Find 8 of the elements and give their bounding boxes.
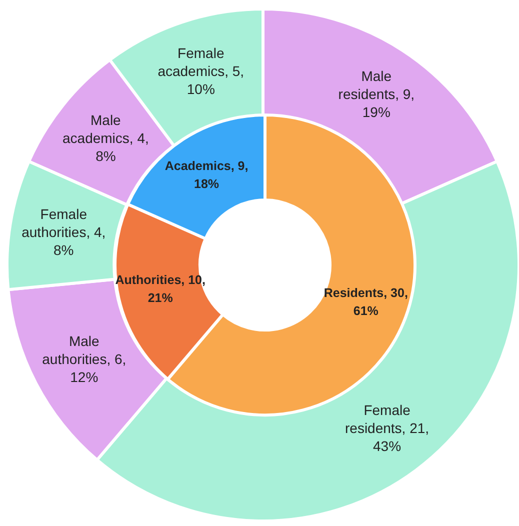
slice-label: Female residents, 21, 43%	[345, 401, 430, 456]
slice-label: Female authorities, 4, 8%	[22, 205, 106, 260]
slice-label: Male residents, 9, 19%	[338, 67, 415, 122]
slice-label: Male academics, 4, 8%	[62, 110, 149, 165]
slice-label: Female academics, 5, 10%	[158, 44, 244, 98]
slice-label: Residents, 30, 61%	[324, 285, 408, 320]
slice-label: Academics, 9, 18%	[164, 158, 248, 193]
slice-label: Male authorities, 6, 12%	[42, 332, 126, 386]
